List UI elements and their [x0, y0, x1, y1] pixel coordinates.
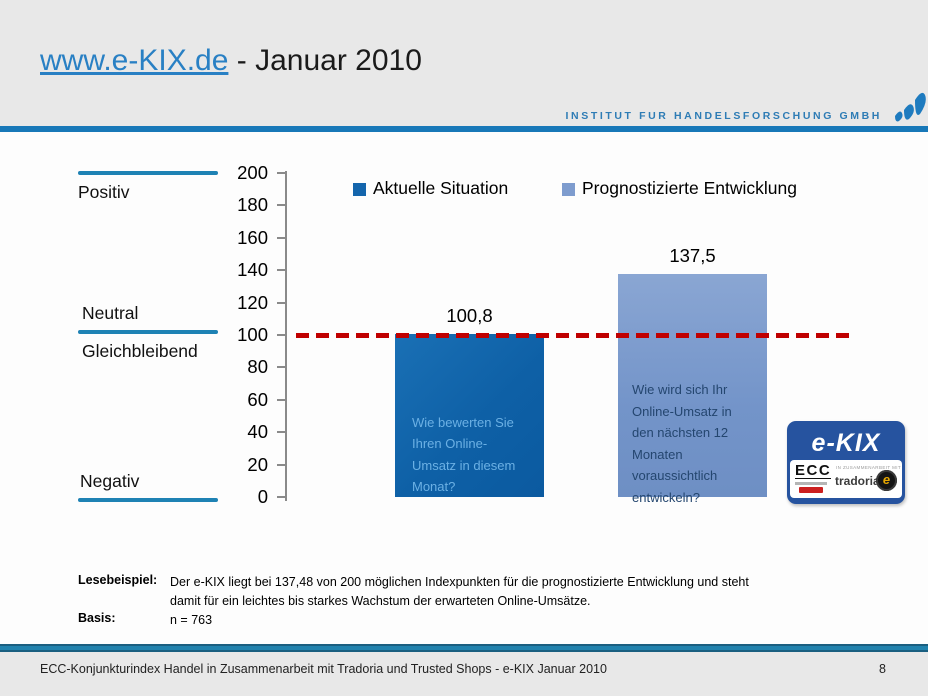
cooperation-text: IN ZUSAMMENARBEIT MIT	[836, 465, 902, 470]
y-tick-label: 180	[237, 194, 268, 216]
legend-swatch-dark-blue	[353, 183, 366, 196]
lesebeispiel-label: Lesebeispiel:	[78, 573, 158, 587]
header-divider	[0, 126, 928, 132]
bar-question-text: Wie wird sich Ihr Online-Umsatz in den n…	[632, 382, 732, 505]
y-tick-label: 160	[237, 226, 268, 248]
legend-label: Aktuelle Situation	[373, 178, 509, 198]
region-label-positiv: Positiv	[78, 182, 130, 202]
footer-divider	[0, 644, 928, 652]
bar-prognostizierte-entwicklung: Wie wird sich Ihr Online-Umsatz in den n…	[618, 274, 767, 505]
footer-text: ECC-Konjunkturindex Handel in Zusammenar…	[40, 662, 607, 676]
y-tick-label: 40	[247, 421, 268, 443]
y-tick-mark	[277, 301, 285, 304]
region-divider-line	[78, 498, 218, 502]
bar-value-label-aktuelle: 100,8	[446, 304, 493, 326]
trusted-shops-e-icon: e	[876, 470, 897, 491]
ekix-logo-badge: e-KIX ECC IN ZUSAMMENARBEIT MIT tradoria…	[787, 421, 905, 504]
y-tick-label: 20	[247, 453, 268, 475]
region-label-negativ: Negativ	[80, 471, 140, 491]
region-divider-line	[78, 171, 218, 175]
y-tick-mark	[277, 398, 285, 401]
y-tick-mark	[277, 431, 285, 434]
ekix-logo-title: e-KIX	[811, 429, 881, 457]
y-tick-mark	[277, 204, 285, 207]
y-tick-label: 100	[237, 324, 268, 345]
y-tick-mark	[277, 463, 285, 466]
y-tick-mark	[277, 236, 285, 239]
y-tick-label: 80	[247, 356, 268, 378]
legend-item-aktuelle-situation: Aktuelle Situation	[353, 178, 508, 199]
ecc-logo-red-mark	[799, 487, 823, 493]
y-tick-mark	[277, 496, 285, 498]
y-tick-mark	[277, 172, 285, 174]
y-tick-label: 120	[237, 291, 268, 313]
ecc-logo-subtext	[795, 482, 827, 485]
basis-label: Basis:	[78, 611, 116, 625]
y-tick-label: 60	[247, 388, 268, 410]
y-tick-label: 140	[237, 259, 268, 281]
title-link[interactable]: www.e-KIX.de	[40, 44, 229, 77]
page-title: www.e-KIX.de - Januar 2010	[40, 44, 422, 78]
bar-value-label-prognose: 137,5	[669, 245, 716, 267]
reference-line-100	[296, 332, 856, 338]
legend-swatch-light-blue	[562, 183, 575, 196]
lesebeispiel-text: Der e-KIX liegt bei 137,48 von 200 mögli…	[170, 575, 749, 608]
y-tick-mark	[277, 366, 285, 369]
y-tick-mark	[277, 269, 285, 272]
bar-aktuelle-situation: Wie bewerten Sie Ihren Online-Umsatz in …	[395, 333, 544, 497]
legend-label: Prognostizierte Entwicklung	[582, 178, 797, 198]
page-number: 8	[879, 662, 886, 676]
y-axis-line	[285, 171, 287, 501]
ecc-logo: ECC	[795, 462, 832, 479]
ekix-logo-partners: ECC IN ZUSAMMENARBEIT MIT tradoria e	[790, 460, 902, 498]
region-label-gleichbleibend: Gleichbleibend	[82, 341, 198, 361]
title-suffix: - Januar 2010	[228, 44, 422, 77]
y-tick-mark	[277, 334, 285, 336]
brand-name: INSTITUT FUR HANDELSFORSCHUNG GMBH	[565, 110, 882, 122]
basis-value: n = 763	[170, 613, 213, 627]
region-divider-line	[78, 330, 218, 334]
tradoria-logo: tradoria	[835, 474, 880, 488]
bar-question-text: Wie bewerten Sie Ihren Online-Umsatz in …	[412, 414, 516, 495]
y-tick-label: 200	[237, 162, 268, 183]
region-label-neutral: Neutral	[82, 303, 139, 323]
legend-item-prognostizierte-entwicklung: Prognostizierte Entwicklung	[562, 178, 797, 199]
ifh-logo-icon	[895, 92, 926, 122]
y-tick-label: 0	[257, 486, 268, 507]
